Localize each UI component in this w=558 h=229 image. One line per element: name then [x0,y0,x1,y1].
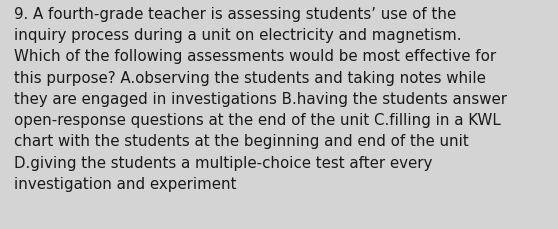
Text: 9. A fourth-grade teacher is assessing students’ use of the
inquiry process duri: 9. A fourth-grade teacher is assessing s… [14,7,507,191]
